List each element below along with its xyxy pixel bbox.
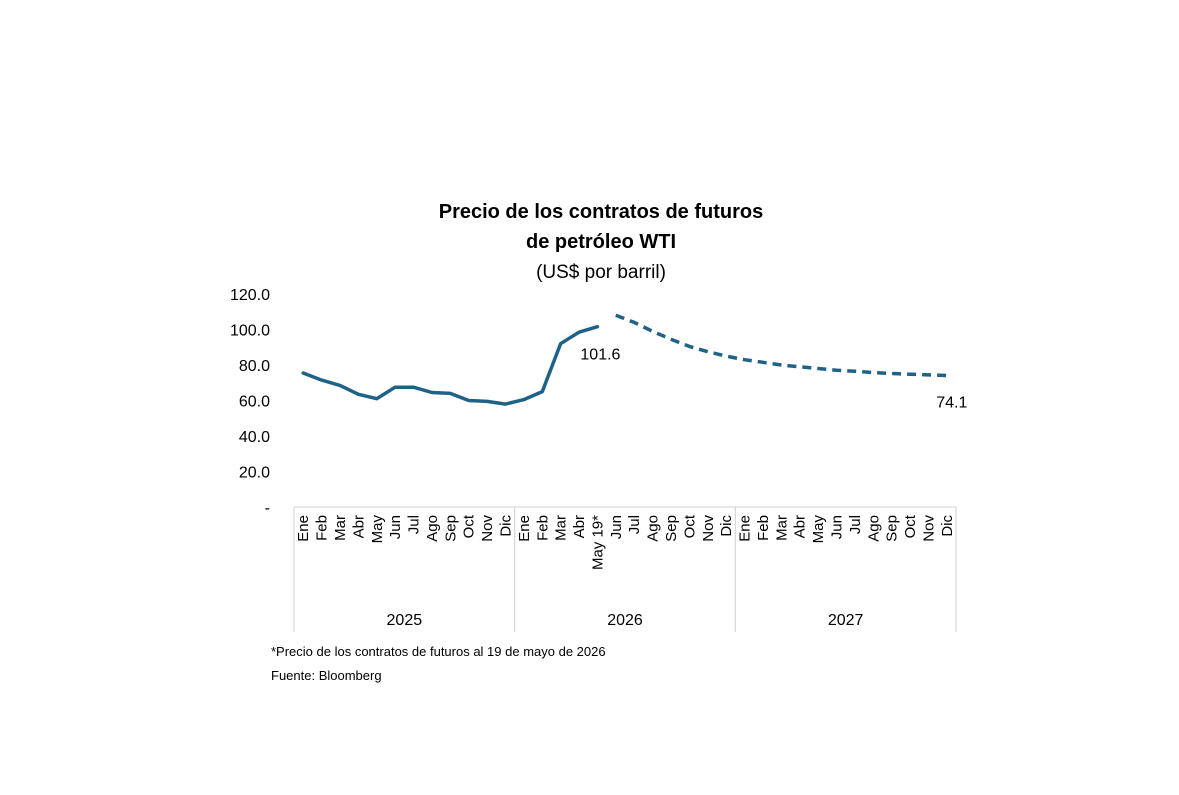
series-line-solid bbox=[301, 324, 600, 406]
x-tick-label: May 19* bbox=[589, 515, 606, 570]
data-label-last-forecast: 74.1 bbox=[936, 394, 967, 411]
x-tick-label: Ene bbox=[737, 515, 754, 542]
data-label-last-actual: 101.6 bbox=[580, 347, 620, 364]
x-tick-label: Mar bbox=[553, 515, 570, 541]
x-tick-label: May bbox=[810, 515, 827, 544]
y-tick-label: 40.0 bbox=[239, 429, 270, 446]
x-tick-label: Nov bbox=[920, 515, 937, 542]
x-tick-label: Jun bbox=[608, 515, 625, 539]
x-tick-label: Mar bbox=[332, 515, 349, 541]
x-tick-label: Dic bbox=[497, 515, 514, 537]
y-tick-label: 120.0 bbox=[230, 287, 270, 304]
x-tick-label: May bbox=[369, 515, 386, 544]
footnote: *Precio de los contratos de futuros al 1… bbox=[271, 644, 606, 659]
x-tick-label: Feb bbox=[534, 515, 551, 541]
y-axis-ticks: 120.0 100.0 80.0 60.0 40.0 20.0 - bbox=[230, 287, 270, 517]
data-labels: 101.6 74.1 bbox=[580, 347, 967, 412]
x-tick-label: Oct bbox=[681, 514, 698, 538]
x-tick-label: Oct bbox=[461, 514, 478, 538]
y-tick-label: - bbox=[265, 500, 270, 517]
x-axis-year-labels: 2025 2026 2027 bbox=[387, 612, 864, 629]
x-tick-label: Ene bbox=[516, 515, 533, 542]
x-tick-label: Sep bbox=[663, 515, 680, 542]
x-axis bbox=[293, 506, 957, 632]
series-lines bbox=[301, 313, 947, 406]
x-tick-label: Nov bbox=[479, 515, 496, 542]
x-tick-label: Abr bbox=[792, 515, 809, 538]
x-tick-label: Ago bbox=[424, 515, 441, 542]
y-tick-label: 60.0 bbox=[239, 394, 270, 411]
x-tick-label: Ago bbox=[645, 515, 662, 542]
x-tick-label: Jul bbox=[847, 515, 864, 534]
series-line-dashed bbox=[615, 313, 947, 378]
x-tick-label: Mar bbox=[773, 515, 790, 541]
x-tick-label: Dic bbox=[939, 515, 956, 537]
y-tick-label: 80.0 bbox=[239, 358, 270, 375]
y-tick-label: 100.0 bbox=[230, 323, 270, 340]
x-tick-label: Feb bbox=[755, 515, 772, 541]
year-label: 2026 bbox=[607, 612, 643, 629]
x-tick-label: Ene bbox=[295, 515, 312, 542]
x-tick-label: Abr bbox=[350, 515, 367, 538]
chart-title-line-1: Precio de los contratos de futuros bbox=[439, 201, 764, 223]
x-tick-label: Jun bbox=[387, 515, 404, 539]
x-tick-label: Oct bbox=[902, 514, 919, 538]
x-tick-label: Nov bbox=[700, 515, 717, 542]
x-tick-label: Jul bbox=[406, 515, 423, 534]
x-tick-label: Abr bbox=[571, 515, 588, 538]
chart-title-line-2: de petróleo WTI bbox=[526, 231, 676, 253]
year-label: 2025 bbox=[387, 612, 423, 629]
x-tick-label: Jul bbox=[626, 515, 643, 534]
chart-subtitle: (US$ por barril) bbox=[536, 262, 666, 283]
y-tick-label: 20.0 bbox=[239, 465, 270, 482]
year-label: 2027 bbox=[828, 612, 864, 629]
x-tick-label: Feb bbox=[314, 515, 331, 541]
x-tick-label: Sep bbox=[442, 515, 459, 542]
x-tick-label: Dic bbox=[718, 515, 735, 537]
x-tick-label: Sep bbox=[884, 515, 901, 542]
source-note: Fuente: Bloomberg bbox=[271, 668, 382, 683]
x-axis-month-labels: Ene Feb Mar Abr May Jun Jul Ago Sep Oct Nov Dic Ene F… bbox=[295, 514, 956, 570]
x-tick-label: Jun bbox=[828, 515, 845, 539]
x-tick-label: Ago bbox=[865, 515, 882, 542]
